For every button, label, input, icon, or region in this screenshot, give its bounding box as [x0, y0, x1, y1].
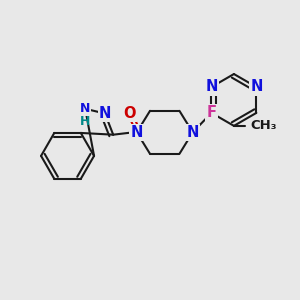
Text: O: O [124, 106, 136, 121]
Text: N: N [99, 106, 111, 121]
Text: N: N [250, 80, 262, 94]
Text: N: N [205, 80, 218, 94]
Text: N: N [130, 125, 143, 140]
Text: CH₃: CH₃ [250, 119, 277, 132]
Text: N: N [187, 125, 199, 140]
Text: F: F [206, 105, 217, 120]
Text: N: N [80, 102, 90, 115]
Text: H: H [80, 115, 90, 128]
